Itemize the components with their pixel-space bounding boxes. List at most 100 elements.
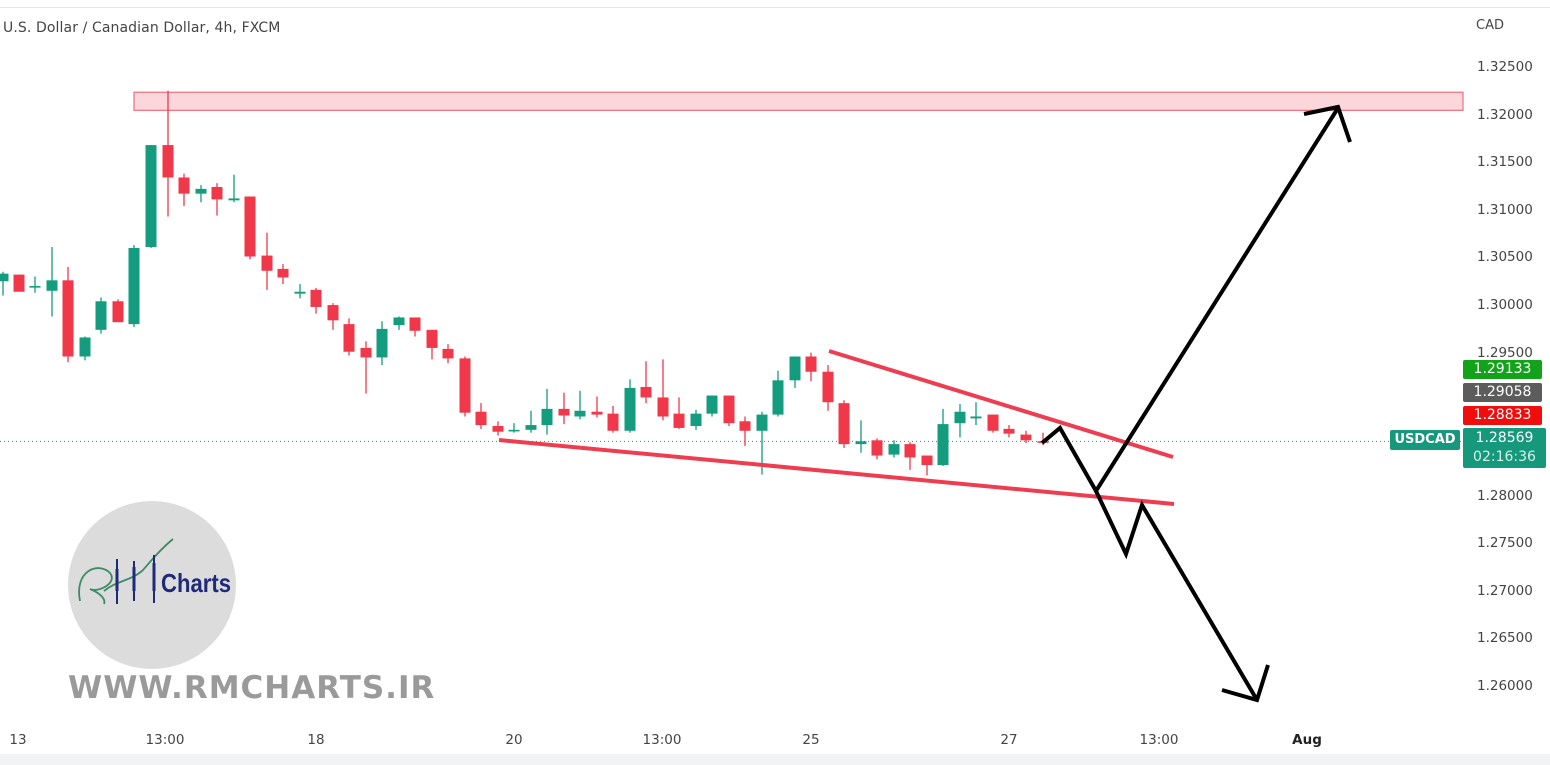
candle-body-bearish: [492, 426, 504, 432]
candle-body-bullish: [954, 411, 966, 424]
candle-body-bullish: [376, 328, 388, 358]
bearish-scenario-arrow: [1094, 490, 1259, 702]
time-axis-label: 20: [505, 732, 523, 748]
candle-body-bearish: [62, 280, 74, 357]
top-toolbar-edge: [0, 0, 1550, 8]
price-axis-label: 1.32500: [1477, 59, 1533, 75]
price-axis-currency: CAD: [1476, 18, 1504, 33]
arrow-head-icon: [1303, 104, 1352, 143]
resistance-zone: [133, 91, 1464, 111]
candle-body-bullish: [789, 356, 801, 381]
candle-body-bearish: [426, 329, 438, 348]
candle-body-bearish: [310, 289, 322, 307]
candle-body-bearish: [327, 305, 339, 321]
price-axis-label: 1.30000: [1477, 297, 1533, 314]
candle-body-bearish: [178, 177, 190, 194]
price-axis-label: 1.31000: [1477, 201, 1533, 218]
price-axis-label: 1.28000: [1477, 487, 1533, 504]
time-axis[interactable]: 13 13:00 18 20 13:00 25 27 13:00 Aug: [0, 724, 1550, 752]
low-price-badge: 1.28833: [1463, 406, 1542, 425]
candle-body-bearish: [261, 255, 273, 271]
candle-body-bullish: [690, 413, 702, 427]
candle-body-bearish: [591, 411, 603, 415]
candle-body-bullish: [541, 408, 553, 426]
price-axis-label: 1.26500: [1477, 630, 1533, 647]
last-price-badge: 1.28569 02:16:36: [1463, 428, 1546, 468]
candle-body-bullish: [624, 387, 636, 431]
candle-body-bearish: [211, 186, 223, 200]
watermark-logo-text: Charts: [161, 568, 232, 598]
candle-body-bullish: [294, 291, 306, 294]
candle-body-bullish: [195, 188, 207, 194]
candle-body-bullish: [79, 337, 91, 357]
candle-body-bearish: [739, 421, 751, 431]
candle-body-bullish: [756, 414, 768, 431]
candle-body-bearish: [1020, 434, 1032, 441]
candle-body-bullish: [888, 444, 900, 455]
candle-body-bearish: [442, 348, 454, 359]
candle-body-bullish: [574, 410, 586, 417]
candle-body-bullish: [128, 247, 140, 325]
candle-body-bearish: [822, 371, 834, 403]
candle-body-bullish: [95, 301, 107, 330]
candle-body-bearish: [343, 324, 355, 352]
price-axis-label: 1.29500: [1477, 344, 1533, 361]
candle-body-bearish: [673, 413, 685, 428]
candle-body-bullish: [937, 424, 949, 466]
time-axis-label: 13:00: [642, 732, 682, 748]
price-axis-label: 1.32000: [1477, 106, 1533, 123]
price-axis-label: 1.27000: [1477, 582, 1533, 599]
time-axis-label: 25: [802, 732, 820, 748]
candle-body-bearish: [805, 356, 817, 372]
candle-body-bearish: [244, 196, 256, 257]
watermark-logo-icon: [78, 538, 174, 605]
trendline-lower: [498, 438, 1175, 506]
time-axis-label: 13: [9, 732, 27, 748]
candle-body-bearish: [987, 414, 999, 431]
candle-body-bearish: [904, 444, 916, 458]
watermark-logo-circle: [68, 501, 236, 669]
candle-body-bearish: [112, 301, 124, 323]
candle-body-bullish: [970, 416, 982, 419]
symbol-label: USDCAD: [1390, 430, 1460, 450]
time-axis-label: 13:00: [1139, 732, 1179, 748]
candle-body-bullish: [508, 429, 520, 432]
candle-body-bearish: [640, 386, 652, 398]
candle-body-bullish: [0, 273, 9, 282]
candle-body-bullish: [46, 280, 58, 291]
candle-body-bullish: [228, 198, 240, 201]
candle-body-bearish: [838, 403, 850, 445]
high-price-badge: 1.29133: [1463, 360, 1542, 379]
time-axis-label: 18: [307, 732, 325, 748]
candle-body-bullish: [393, 317, 405, 326]
candle-body-bullish: [29, 286, 41, 288]
candle-body-bullish: [706, 395, 718, 414]
price-axis-label: 1.27500: [1477, 535, 1533, 552]
candle-body-bearish: [607, 413, 619, 431]
price-axis-label: 1.31500: [1477, 154, 1533, 171]
candle-body-bearish: [360, 347, 372, 358]
candle-body-bearish: [558, 408, 570, 416]
candle-body-bullish: [525, 425, 537, 430]
time-axis-label: Aug: [1292, 732, 1322, 748]
bullish-scenario-arrow: [1040, 106, 1340, 495]
candle-body-bearish: [921, 455, 933, 466]
prev-close-badge: 1.29058: [1463, 383, 1542, 402]
candle-body-bearish: [409, 317, 421, 331]
candle-body-bearish: [871, 440, 883, 456]
arrow-head-icon: [1221, 664, 1270, 703]
candle-body-bearish: [162, 145, 174, 178]
price-axis-label: 1.26000: [1477, 677, 1533, 694]
price-axis-label: 1.30500: [1477, 249, 1533, 266]
candle-body-bearish: [1003, 428, 1015, 434]
chart-title: U.S. Dollar / Canadian Dollar, 4h, FXCM: [3, 20, 281, 36]
candle-body-bullish: [855, 441, 867, 445]
candle-body-bearish: [723, 395, 735, 424]
last-price-value: 1.28569: [1475, 430, 1534, 446]
candle-body-bullish: [145, 145, 157, 247]
candle-body-bearish: [277, 268, 289, 278]
bottom-toolbar-edge: [0, 754, 1550, 765]
time-axis-label: 27: [1000, 732, 1018, 748]
candle-body-bullish: [772, 380, 784, 415]
